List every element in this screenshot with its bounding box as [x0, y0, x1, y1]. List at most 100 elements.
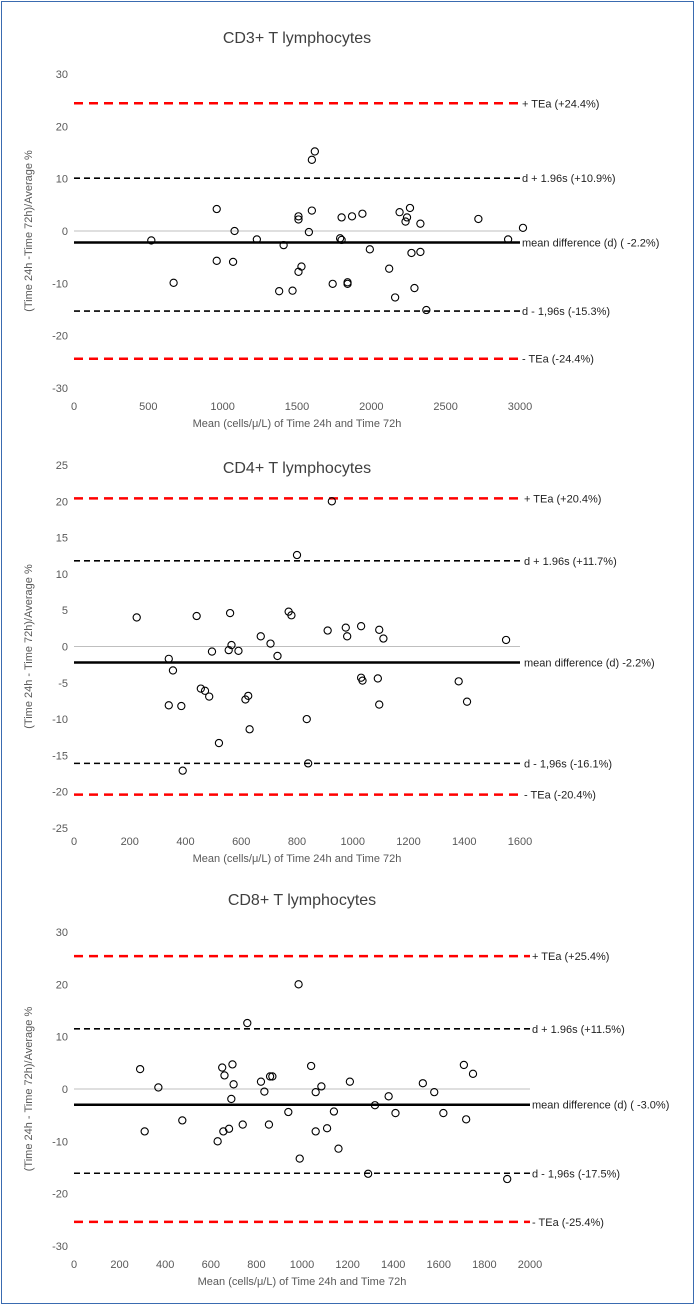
cd4-x-tick-label: 1400	[452, 836, 476, 848]
cd3-data-point	[294, 215, 303, 224]
cd8-x-tick-label: 600	[202, 1259, 220, 1271]
cd3-data-point	[474, 214, 483, 224]
cd4-data-point	[245, 725, 254, 734]
cd3-data-point	[328, 279, 337, 289]
cd3-data-point	[307, 155, 317, 164]
cd8-data-point	[439, 1108, 448, 1118]
cd4-y-tick-label: 20	[56, 496, 68, 508]
cd3-data-point	[288, 286, 297, 295]
cd8-data-point	[370, 1101, 380, 1110]
cd4-data-point	[323, 626, 332, 635]
cd8-data-point	[135, 1064, 145, 1074]
cd4-data-point	[266, 639, 275, 648]
cd8-x-tick-label: 2000	[518, 1259, 542, 1271]
cd8-y-tick-label: -30	[52, 1241, 68, 1253]
cd3-x-tick-label: 2500	[433, 401, 457, 413]
cd4-y-tick-label: -15	[52, 750, 68, 762]
cd8-data-point	[391, 1108, 400, 1118]
cd4-data-point	[205, 692, 214, 701]
cd4-y-tick-label: 10	[56, 569, 68, 581]
cd4-data-point	[224, 645, 233, 655]
cd4-data-point	[168, 666, 178, 675]
cd8-x-axis-label: Mean (cells/μ/L) of Time 24h and Time 72…	[198, 1276, 407, 1288]
cd3-data-point	[252, 235, 262, 244]
cd8-data-point	[229, 1080, 238, 1089]
cd4-data-point	[234, 646, 243, 656]
cd8-data-point	[430, 1087, 439, 1097]
cd4-x-tick-label: 1600	[508, 836, 532, 848]
cd3-chart-title: CD3+ T lymphocytes	[223, 30, 371, 47]
cd4-data-point	[327, 497, 336, 506]
cd8-data-point	[311, 1087, 320, 1097]
cd4-data-point	[343, 632, 352, 641]
cd4-x-tick-label: 0	[71, 836, 77, 848]
cd4-y-tick-label: 5	[62, 605, 68, 617]
cd8-data-point	[224, 1124, 234, 1133]
cd3-y-tick-label: 0	[62, 226, 68, 238]
cd4-data-point	[214, 738, 224, 748]
cd4-data-point	[227, 640, 236, 650]
cd8-data-point	[140, 1127, 149, 1136]
cd8-x-tick-label: 0	[71, 1259, 77, 1271]
cd3-reference-label: d - 1,96s (-15.3%)	[522, 306, 610, 318]
cd4-x-axis-label: Mean (cells/μ/L) of Time 24h and Time 72…	[193, 853, 402, 865]
cd8-data-point	[363, 1169, 373, 1178]
cd3-data-point	[212, 204, 221, 214]
cd3-data-point	[518, 223, 528, 233]
cd8-y-axis-label: (Time 24h - Time 72h)/Average %	[23, 1007, 35, 1172]
cd8-x-tick-label: 1000	[290, 1259, 314, 1271]
cd8-y-tick-label: 30	[56, 927, 68, 939]
cd8-data-point	[256, 1077, 266, 1086]
cd4-data-point	[375, 700, 384, 709]
cd3-y-tick-label: -20	[52, 331, 68, 343]
cd4-y-axis-label: (Time 24h - Time 72h)/Average %	[23, 564, 35, 729]
cd3-data-point	[310, 147, 319, 156]
cd3-data-point	[416, 247, 425, 257]
cd8-data-point	[178, 1116, 187, 1125]
cd4-y-tick-label: -20	[52, 787, 68, 799]
cd4-reference-label: + TEa (+20.4%)	[524, 493, 601, 505]
cd8-y-tick-label: 0	[62, 1084, 68, 1096]
cd4-data-point	[178, 766, 187, 775]
cd8-data-point	[322, 1124, 332, 1133]
cd3-data-point	[385, 264, 394, 273]
cd8-data-point	[418, 1079, 427, 1088]
cd3-y-tick-label: 20	[56, 121, 68, 133]
cd8-data-point	[265, 1072, 275, 1081]
cd8-x-tick-label: 200	[110, 1259, 128, 1271]
cd8-data-point	[284, 1107, 293, 1117]
cd3-data-point	[422, 305, 431, 315]
cd4-data-point	[375, 625, 384, 634]
cd4-x-tick-label: 200	[121, 836, 139, 848]
cd3-data-point	[407, 248, 416, 258]
cd8-reference-label: - TEa (-25.4%)	[532, 1217, 604, 1229]
cd3-x-tick-label: 1500	[285, 401, 309, 413]
cd8-data-point	[228, 1060, 237, 1069]
cd3-x-tick-label: 1000	[210, 401, 234, 413]
cd4-data-point	[454, 677, 463, 686]
cd4-data-point	[302, 714, 311, 724]
cd3-data-point	[147, 236, 156, 245]
cd4-data-point	[225, 608, 235, 618]
cd4-reference-label: d + 1.96s (+11.7%)	[524, 556, 617, 568]
cd3-data-point	[416, 219, 425, 228]
cd3-data-point	[304, 227, 314, 237]
cd8-reference-label: d + 1.96s (+11.5%)	[532, 1024, 625, 1036]
cd8-data-point	[295, 1154, 304, 1163]
cd3-data-point	[279, 240, 288, 250]
cd4-data-point	[292, 550, 302, 560]
cd8-data-point	[306, 1061, 316, 1071]
cd4-y-tick-label: 15	[56, 533, 68, 545]
cd8-x-tick-label: 1600	[427, 1259, 451, 1271]
cd4-data-point	[373, 674, 382, 683]
cd3-x-tick-label: 3000	[508, 401, 532, 413]
cd4-data-point	[462, 697, 472, 706]
cd8-chart-title: CD8+ T lymphocytes	[228, 892, 376, 909]
cd8-x-tick-label: 1200	[335, 1259, 359, 1271]
cd3-data-point	[337, 235, 346, 245]
cd8-data-point	[213, 1137, 222, 1146]
cd3-reference-label: mean difference (d) ( -2.2%)	[522, 238, 659, 250]
cd8-data-point	[503, 1174, 512, 1184]
cd4-x-tick-label: 400	[176, 836, 194, 848]
cd4-data-point	[358, 676, 367, 685]
